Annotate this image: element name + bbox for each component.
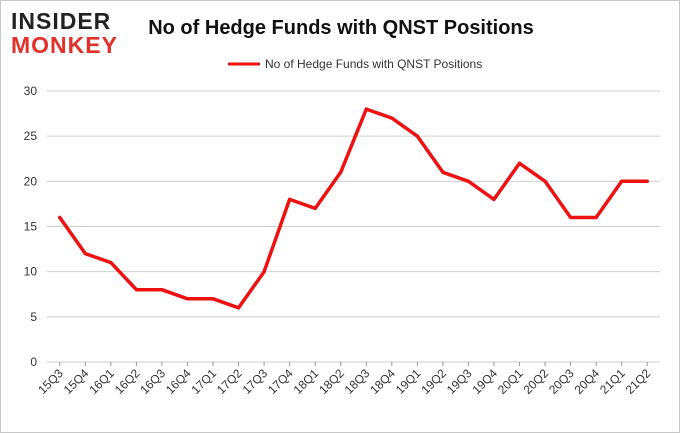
x-tick-label: 16Q1 [86,366,117,397]
x-tick-label: 15Q3 [35,366,66,397]
x-tick-label: 21Q1 [597,366,628,397]
y-tick-label: 0 [30,355,37,369]
y-tick-label: 25 [24,129,38,143]
data-point [441,170,445,174]
x-tick-label: 16Q2 [112,366,143,397]
data-point [288,197,292,201]
x-tick-label: 21Q2 [623,366,654,397]
x-tick-label: 20Q3 [546,366,577,397]
data-point [390,116,394,120]
x-tick-label: 17Q3 [240,366,271,397]
data-point [211,297,215,301]
x-tick-label: 17Q2 [214,366,245,397]
data-point [466,179,471,183]
chart-title: No of Hedge Funds with QNST Positions [148,17,534,39]
data-point [517,161,522,165]
x-tick-label: 19Q2 [418,366,449,397]
data-point [339,170,343,174]
legend-label: No of Hedge Funds with QNST Positions [265,57,482,71]
data-point [134,288,138,292]
data-point [83,252,87,256]
y-tick-label: 10 [24,265,38,279]
data-point [620,179,624,183]
data-point [645,179,649,183]
data-point [262,270,266,274]
x-tick-label: 16Q3 [137,366,168,397]
data-point [185,297,190,301]
data-point [109,261,113,265]
x-tick-label: 19Q1 [393,366,424,397]
x-tick-label: 18Q3 [342,366,373,397]
x-tick-label: 17Q4 [265,366,296,397]
logo-line-monkey: MONKEY [11,32,118,58]
x-tick-label: 18Q1 [291,366,322,397]
x-tick-label: 17Q1 [188,366,219,397]
y-tick-label: 5 [30,310,37,324]
x-tick-label: 20Q2 [521,366,552,397]
x-tick-label: 15Q4 [61,366,92,397]
logo-line-insider: INSIDER [11,8,112,34]
data-point [236,306,241,310]
x-tick-label: 18Q4 [367,366,398,397]
y-tick-label: 30 [24,84,38,98]
data-point [364,107,368,111]
data-point [160,288,164,292]
data-point [415,134,419,138]
data-point [594,215,598,220]
data-point [543,179,547,183]
insider-monkey-logo: INSIDER MONKEY [11,9,127,57]
x-tick-label: 19Q3 [444,366,475,397]
y-tick-label: 20 [24,174,38,188]
data-point [313,206,317,211]
x-tick-label: 19Q4 [469,366,500,397]
x-tick-label: 20Q4 [572,366,603,397]
x-tick-label: 16Q4 [163,366,194,397]
y-tick-label: 15 [24,220,38,234]
data-point [58,215,62,220]
series-line [58,107,649,310]
data-point [569,215,573,220]
data-point [492,197,496,201]
x-tick-label: 20Q1 [495,366,526,397]
x-tick-label: 18Q2 [316,366,347,397]
